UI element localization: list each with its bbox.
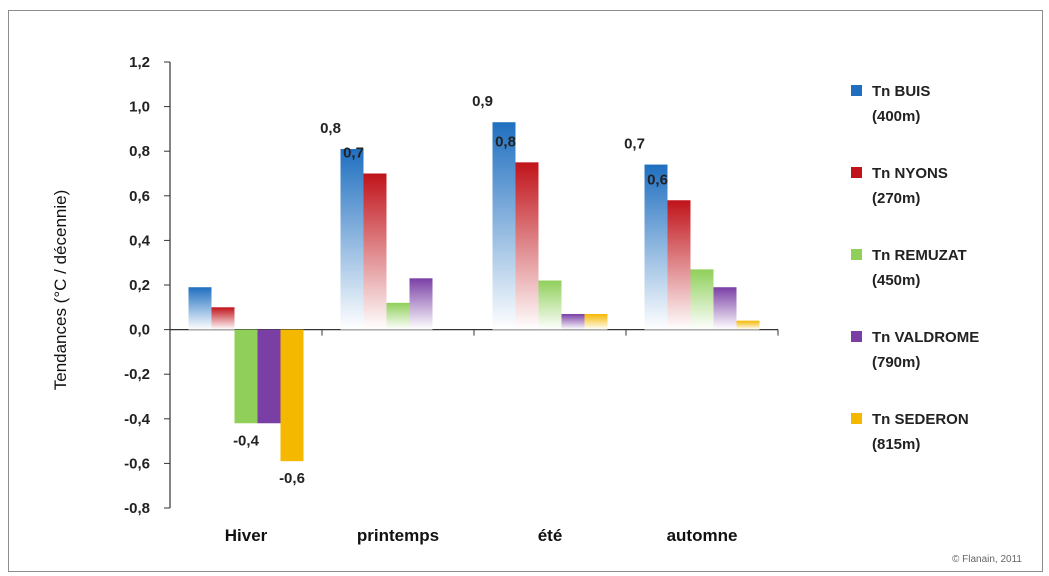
y-tick-label: -0,6 (124, 455, 150, 472)
y-tick-label: -0,8 (124, 500, 150, 517)
legend-label-altitude: (790m) (872, 354, 920, 371)
bar (561, 313, 585, 330)
bar (713, 287, 737, 330)
data-label: -0,4 (233, 432, 260, 449)
data-labels: -0,4-0,60,80,70,90,8 0,70,6 (233, 93, 668, 487)
legend-swatch (851, 249, 862, 260)
bar (211, 307, 235, 330)
y-tick-label: 1,0 (129, 99, 150, 116)
bar (363, 173, 387, 330)
legend-swatch (851, 167, 862, 178)
bar (386, 302, 410, 330)
legend-label: Tn NYONS (872, 165, 948, 182)
y-tick-label: 0,2 (129, 277, 150, 294)
bars (188, 122, 760, 462)
bar (667, 200, 691, 330)
legend-label-altitude: (815m) (872, 436, 920, 453)
data-label: 0,7 (343, 145, 364, 162)
data-label: 0,8 (495, 133, 516, 150)
bar (280, 329, 304, 462)
bar (340, 148, 364, 330)
bar (409, 278, 433, 330)
y-tick-label: -0,2 (124, 366, 150, 383)
y-tick-label: 0,0 (129, 322, 150, 339)
bar (584, 313, 608, 330)
bar (690, 269, 714, 330)
y-tick-label: -0,4 (124, 411, 151, 428)
data-label: 0,9 (472, 93, 493, 110)
bar (736, 320, 760, 330)
x-category-label: Hiver (225, 526, 268, 545)
y-tick-label: 0,4 (129, 232, 151, 249)
x-category-label: printemps (357, 526, 439, 545)
legend-label-altitude: (450m) (872, 272, 920, 289)
bar (188, 287, 212, 330)
bar (257, 329, 281, 424)
x-category-label: automne (667, 526, 738, 545)
legend-swatch (851, 413, 862, 424)
data-label: 0,7 (624, 136, 645, 153)
credit-text: © Flanain, 2011 (952, 554, 1022, 565)
y-axis-label: Tendances (°C / décennie) (51, 190, 70, 391)
data-label: 0,6 (647, 171, 668, 188)
legend-label: Tn REMUZAT (872, 247, 967, 264)
legend-label: Tn VALDROME (872, 329, 979, 346)
legend-swatch (851, 331, 862, 342)
data-label: -0,6 (279, 470, 305, 487)
x-category-label: été (538, 526, 563, 545)
bar (538, 280, 562, 330)
y-tick-label: 1,2 (129, 54, 150, 71)
bar (234, 329, 258, 424)
y-tick-label: 0,6 (129, 188, 150, 205)
legend-label: Tn BUIS (872, 83, 930, 100)
legend-label-altitude: (270m) (872, 190, 920, 207)
bar (515, 162, 539, 330)
legend-swatch (851, 85, 862, 96)
bar (492, 122, 516, 330)
data-label: 0,8 (320, 120, 341, 137)
y-tick-label: 0,8 (129, 143, 150, 160)
legend-label: Tn SEDERON (872, 411, 969, 428)
bar (644, 164, 668, 330)
legend: Tn BUIS (400m) Tn NYONS (270m) Tn REMUZAT (45… (851, 83, 979, 453)
legend-label-altitude: (400m) (872, 108, 920, 125)
